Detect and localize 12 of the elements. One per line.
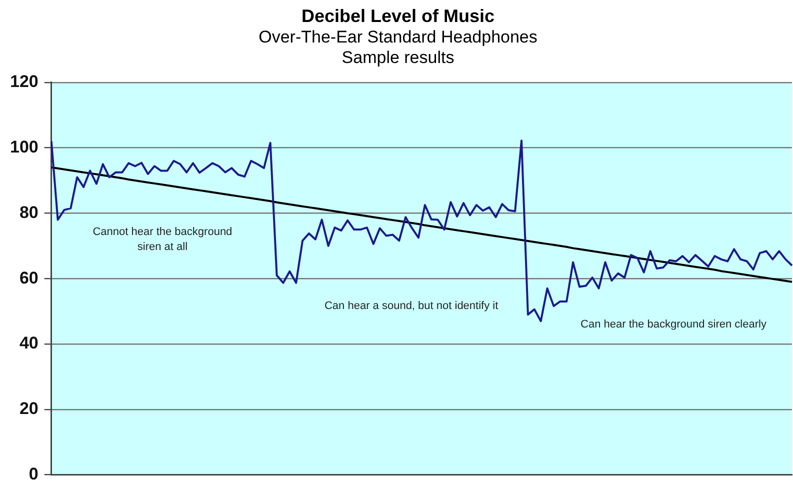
y-tick-label: 120 xyxy=(10,72,38,92)
annotation: Cannot hear the background siren at all xyxy=(92,226,232,253)
y-tick-label: 40 xyxy=(19,334,38,353)
y-tick-label: 80 xyxy=(19,202,38,222)
chart-subtitle: Over-The-Ear Standard Headphones Sample results xyxy=(258,27,538,67)
y-tick-label: 0 xyxy=(28,464,38,484)
y-tick-label: 100 xyxy=(10,137,38,156)
annotation: Can hear a sound, but not identify it xyxy=(324,300,498,312)
chart-title: Decibel Level of Music xyxy=(301,6,495,26)
annotation: Can hear the background siren clearly xyxy=(580,318,767,331)
y-tick-label: 60 xyxy=(19,268,38,288)
y-tick-label: 20 xyxy=(19,399,38,418)
